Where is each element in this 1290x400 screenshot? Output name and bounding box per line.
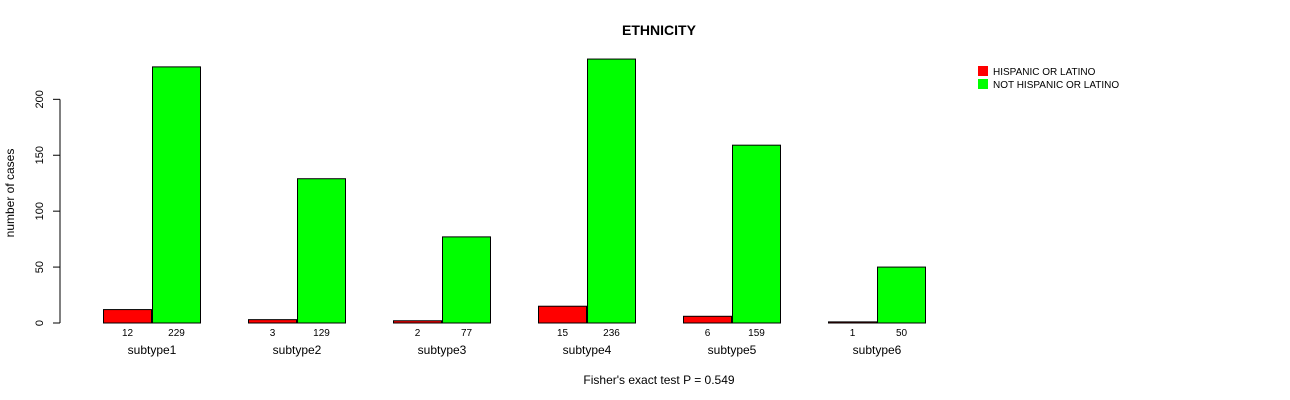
bar [828, 321, 877, 324]
legend-swatch [978, 66, 988, 76]
bar-count-label: 129 [313, 328, 330, 339]
bar-count-label: 3 [270, 328, 276, 339]
category-label: subtype1 [128, 343, 177, 357]
bar-count-label: 2 [415, 328, 421, 339]
bar [103, 309, 152, 324]
bar-count-label: 12 [122, 328, 134, 339]
bar-count-label: 1 [850, 328, 856, 339]
y-tick-label: 200 [34, 90, 46, 108]
y-tick-label: 50 [34, 261, 46, 273]
y-tick-label: 100 [34, 202, 46, 220]
bar-count-label: 236 [603, 328, 620, 339]
y-tick-label: 150 [34, 146, 46, 164]
bar [877, 266, 926, 324]
y-axis: 0 50 100 150 200 [34, 90, 61, 326]
bar [152, 66, 201, 324]
bar [297, 178, 346, 324]
bar-count-label: 50 [896, 328, 908, 339]
chart-title: ETHNICITY [622, 22, 697, 38]
bar [683, 315, 732, 324]
y-tick-label: 0 [34, 320, 46, 326]
bar-count-label: 6 [705, 328, 711, 339]
category-label: subtype4 [563, 343, 612, 357]
legend-swatch [978, 79, 988, 89]
bar [732, 144, 781, 324]
category-label: subtype2 [273, 343, 322, 357]
category-label: subtype6 [853, 343, 902, 357]
labels: 12 229 subtype1 3 129 subtype2 2 77 subtype3 15 23… [122, 328, 908, 357]
bar [587, 58, 636, 324]
legend: HISPANIC OR LATINO NOT HISPANIC OR LATINO [978, 66, 1119, 91]
legend-label: NOT HISPANIC OR LATINO [993, 80, 1119, 91]
bar [442, 236, 491, 324]
bar [248, 319, 297, 324]
bar-count-label: 159 [748, 328, 765, 339]
y-axis-title: number of cases [3, 149, 17, 238]
bar-count-label: 229 [168, 328, 185, 339]
legend-label: HISPANIC OR LATINO [993, 67, 1096, 78]
bar-count-label: 15 [557, 328, 569, 339]
bars [103, 58, 926, 324]
bar [393, 320, 442, 324]
category-label: subtype3 [418, 343, 467, 357]
category-label: subtype5 [708, 343, 757, 357]
x-axis-title: Fisher's exact test P = 0.549 [583, 373, 734, 387]
bar [538, 305, 587, 324]
bar-count-label: 77 [461, 328, 473, 339]
